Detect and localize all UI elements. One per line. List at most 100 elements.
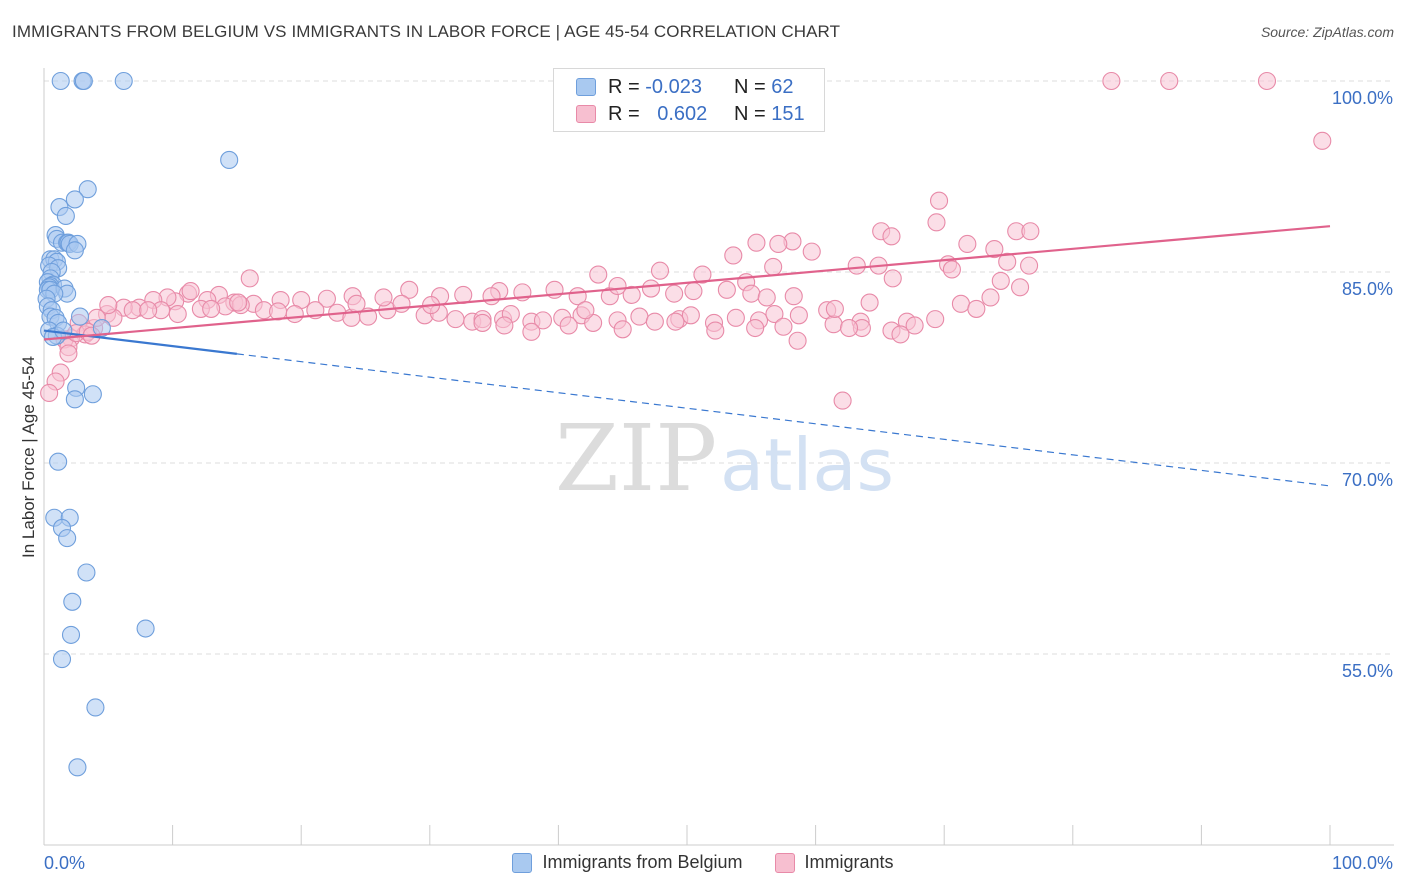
legend-r-block: R = 0.602 <box>608 103 734 126</box>
data-point-immigrants <box>706 321 725 340</box>
data-point-immigrants <box>650 261 670 280</box>
data-point-immigrants <box>802 242 821 261</box>
y-axis-label: In Labor Force | Age 45-54 <box>19 356 38 558</box>
y-tick-label: 85.0% <box>1342 279 1393 299</box>
data-point-immigrants <box>446 310 465 329</box>
data-point-immigrants <box>1102 71 1121 91</box>
data-point-immigrants <box>374 288 393 307</box>
legend-row-belgium: R = -0.023 N = 62 <box>576 74 794 100</box>
data-point-immigrants <box>927 213 946 232</box>
watermark: ZIP atlas <box>555 405 894 512</box>
legend-r-label: R = <box>608 102 640 125</box>
data-point-immigrants <box>746 318 765 338</box>
data-point-immigrants <box>825 299 844 318</box>
data-point-belgium <box>114 71 133 91</box>
legend-item-immigrants[interactable]: Immigrants <box>774 852 894 873</box>
data-point-belgium <box>54 321 73 340</box>
data-point-immigrants <box>1313 131 1332 150</box>
data-point-immigrants <box>495 316 514 335</box>
data-point-immigrants <box>765 304 784 324</box>
data-point-immigrants <box>860 293 879 312</box>
data-point-immigrants <box>742 284 761 303</box>
data-point-immigrants <box>985 240 1004 259</box>
data-point-belgium <box>52 650 72 669</box>
data-point-belgium <box>74 71 93 91</box>
data-point-immigrants <box>666 312 685 331</box>
data-point-belgium <box>78 180 97 199</box>
data-point-immigrants <box>942 260 961 279</box>
legend-n-value: 62 <box>771 75 794 98</box>
data-point-belgium <box>49 452 68 471</box>
data-point-immigrants <box>833 391 852 410</box>
data-point-immigrants <box>788 331 807 350</box>
data-point-immigrants <box>645 312 664 331</box>
legend-item-belgium[interactable]: Immigrants from Belgium <box>512 852 743 873</box>
chart-title: IMMIGRANTS FROM BELGIUM VS IMMIGRANTS IN… <box>12 22 841 41</box>
data-point-immigrants <box>905 316 924 335</box>
y-tick-label: 55.0% <box>1342 661 1393 681</box>
data-point-immigrants <box>726 308 745 327</box>
data-point-immigrants <box>473 313 492 332</box>
correlation-legend: R = -0.023 N = 62 R = 0.602 N = 151 <box>553 68 825 132</box>
data-point-immigrants <box>139 301 158 320</box>
data-point-immigrants <box>839 318 859 338</box>
data-point-immigrants <box>1011 278 1030 297</box>
data-point-immigrants <box>789 306 808 325</box>
series-immigrants <box>40 71 1332 410</box>
data-point-immigrants <box>891 325 910 344</box>
data-point-immigrants <box>589 265 608 284</box>
data-point-immigrants <box>168 304 187 324</box>
data-point-immigrants <box>641 279 661 298</box>
data-point-belgium <box>61 625 81 644</box>
data-point-immigrants <box>930 191 949 210</box>
data-point-immigrants <box>774 317 793 336</box>
watermark-atlas: atlas <box>720 423 894 507</box>
data-point-immigrants <box>533 311 553 330</box>
data-point-immigrants <box>559 316 578 335</box>
y-tick-label: 70.0% <box>1342 470 1393 490</box>
y-tick-label: 100.0% <box>1332 88 1393 108</box>
legend-r-value: 0.602 <box>657 102 708 125</box>
legend-n-label: N = <box>734 102 766 125</box>
legend-swatch-blue <box>576 78 596 96</box>
data-point-immigrants <box>123 301 142 320</box>
data-point-belgium <box>56 206 75 226</box>
trend-lines <box>43 225 1331 487</box>
x-tick-label: 0.0% <box>44 853 85 873</box>
data-point-immigrants <box>454 285 473 304</box>
data-point-immigrants <box>991 271 1010 290</box>
data-point-immigrants <box>981 288 1000 307</box>
data-point-belgium <box>86 698 105 717</box>
data-point-immigrants <box>681 306 700 325</box>
data-point-immigrants <box>202 299 221 318</box>
data-point-immigrants <box>40 383 59 403</box>
trend-line-belgium-solid <box>43 329 238 355</box>
data-point-immigrants <box>693 265 712 284</box>
data-point-immigrants <box>59 344 78 363</box>
data-point-belgium <box>136 619 155 638</box>
data-point-immigrants <box>613 320 632 339</box>
data-point-belgium <box>70 307 90 326</box>
data-point-belgium <box>51 71 70 91</box>
trend-line-immigrants <box>43 225 1331 341</box>
data-point-immigrants <box>665 284 684 303</box>
series-legend: Immigrants from Belgium Immigrants <box>0 852 1406 873</box>
data-point-belgium <box>58 529 77 548</box>
legend-r-block: R = -0.023 <box>608 76 734 99</box>
legend-swatch-pink <box>774 852 795 873</box>
data-point-immigrants <box>824 315 843 334</box>
legend-r-value: -0.023 <box>645 75 702 98</box>
legend-swatch-pink <box>576 105 596 123</box>
data-point-immigrants <box>998 252 1017 271</box>
data-point-belgium <box>65 241 84 260</box>
data-point-immigrants <box>684 282 703 301</box>
data-point-immigrants <box>482 287 501 306</box>
data-point-immigrants <box>951 294 970 313</box>
data-point-immigrants <box>747 233 766 252</box>
data-point-belgium <box>65 190 84 209</box>
data-point-immigrants <box>847 256 866 275</box>
data-point-immigrants <box>522 322 541 341</box>
legend-swatch-blue <box>512 852 533 873</box>
data-point-immigrants <box>769 234 788 254</box>
